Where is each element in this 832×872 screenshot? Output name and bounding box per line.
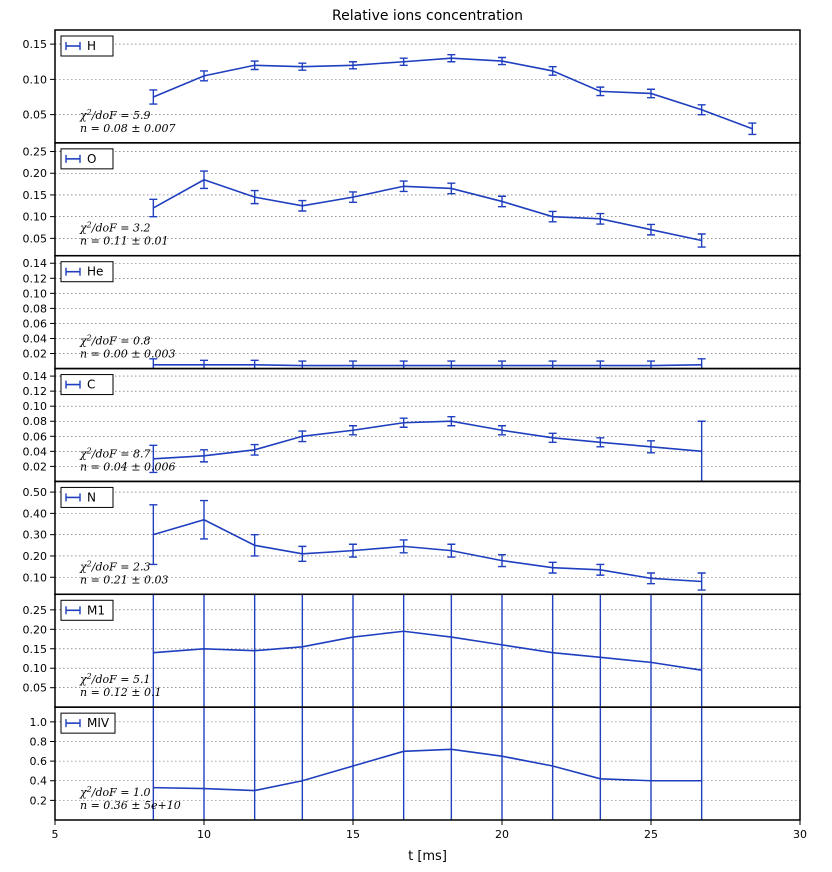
series-C (153, 421, 701, 459)
svg-text:0.04: 0.04 (23, 445, 48, 458)
svg-text:0.02: 0.02 (23, 460, 48, 473)
legend-MIV: MIV (61, 713, 115, 733)
legend-N: N (61, 487, 113, 507)
panel-H: 0.05 0.10 0.15 Hχ2/doF = 5.9n = 0.08 ± 0.00… (23, 30, 801, 143)
series-MIV (153, 749, 701, 790)
chi2-M1: χ2/doF = 5.1 (79, 672, 150, 686)
chi2-C: χ2/doF = 8.7 (79, 446, 150, 460)
series-N (153, 520, 701, 582)
nval-MIV: n = 0.36 ± 5e+10 (80, 799, 181, 812)
panel-O: 0.05 0.10 0.15 0.20 0.25 Oχ2/doF = 3.2n = 0.1… (23, 143, 801, 256)
ions-chart: Relative ions concentration 0.05 0.10 0.15 H… (0, 0, 832, 872)
nval-He: n = 0.00 ± 0.003 (80, 348, 176, 361)
legend-He: He (61, 262, 113, 282)
svg-text:0.12: 0.12 (23, 272, 48, 285)
svg-text:0.6: 0.6 (30, 755, 48, 768)
chi2-N: χ2/doF = 2.3 (79, 559, 150, 573)
x-axis-label: t [ms] (408, 849, 447, 864)
nval-O: n = 0.11 ± 0.01 (80, 235, 169, 248)
svg-text:0.10: 0.10 (23, 662, 48, 675)
svg-text:0.10: 0.10 (23, 400, 48, 413)
legend-M1: M1 (61, 600, 113, 620)
chart-title: Relative ions concentration (332, 8, 523, 24)
series-He (153, 365, 701, 366)
svg-text:H: H (87, 39, 96, 53)
svg-text:0.04: 0.04 (23, 332, 48, 345)
svg-text:0.10: 0.10 (23, 211, 48, 224)
svg-text:0.4: 0.4 (30, 775, 48, 788)
nval-C: n = 0.04 ± 0.006 (80, 460, 176, 473)
svg-text:0.2: 0.2 (30, 794, 48, 807)
svg-text:0.20: 0.20 (23, 167, 48, 180)
series-O (153, 180, 701, 241)
chi2-He: χ2/doF = 0.8 (79, 334, 150, 348)
svg-text:0.30: 0.30 (23, 529, 48, 542)
svg-text:0.05: 0.05 (23, 109, 48, 122)
svg-text:30: 30 (793, 828, 807, 841)
svg-text:0.10: 0.10 (23, 73, 48, 86)
svg-text:5: 5 (52, 828, 59, 841)
svg-text:1.0: 1.0 (30, 716, 48, 729)
series-H (153, 58, 752, 129)
panel-MIV: 0.2 0.4 0.6 0.8 1.0 MIV χ2/doF = 1.0n = 0.36 ±… (30, 455, 801, 872)
svg-text:He: He (87, 265, 103, 279)
svg-text:20: 20 (495, 828, 509, 841)
svg-text:0.15: 0.15 (23, 189, 48, 202)
svg-text:0.50: 0.50 (23, 486, 48, 499)
svg-text:0.10: 0.10 (23, 287, 48, 300)
svg-text:M1: M1 (87, 603, 105, 617)
svg-text:O: O (87, 152, 96, 166)
chi2-MIV: χ2/doF = 1.0 (79, 785, 150, 799)
svg-text:C: C (87, 378, 95, 392)
svg-text:0.14: 0.14 (23, 370, 48, 383)
svg-text:0.05: 0.05 (23, 232, 48, 245)
svg-text:0.25: 0.25 (23, 146, 48, 159)
svg-text:0.08: 0.08 (23, 415, 48, 428)
svg-text:0.25: 0.25 (23, 604, 48, 617)
svg-text:0.15: 0.15 (23, 643, 48, 656)
svg-text:0.06: 0.06 (23, 317, 48, 330)
svg-text:MIV: MIV (87, 716, 110, 730)
nval-N: n = 0.21 ± 0.03 (80, 573, 169, 586)
series-M1 (153, 631, 701, 670)
nval-H: n = 0.08 ± 0.007 (80, 122, 176, 135)
nval-M1: n = 0.12 ± 0.1 (80, 686, 162, 699)
svg-text:N: N (87, 490, 96, 504)
svg-text:15: 15 (346, 828, 360, 841)
svg-text:10: 10 (197, 828, 211, 841)
svg-text:0.15: 0.15 (23, 38, 48, 51)
svg-text:0.08: 0.08 (23, 302, 48, 315)
legend-C: C (61, 375, 113, 395)
svg-text:0.8: 0.8 (30, 735, 48, 748)
svg-text:0.14: 0.14 (23, 257, 48, 270)
chi2-O: χ2/doF = 3.2 (79, 221, 150, 235)
svg-text:25: 25 (644, 828, 658, 841)
panel-C: 0.02 0.04 0.06 0.08 0.10 0.12 0.14 Cχ2/doF = 8.… (23, 369, 801, 482)
svg-text:0.05: 0.05 (23, 682, 48, 695)
svg-text:0.20: 0.20 (23, 623, 48, 636)
svg-text:0.12: 0.12 (23, 385, 48, 398)
panel-N: 0.10 0.20 0.30 0.40 0.50 Nχ2/doF = 2.3n = 0.2… (23, 481, 801, 594)
chi2-H: χ2/doF = 5.9 (79, 108, 150, 122)
svg-text:0.10: 0.10 (23, 571, 48, 584)
svg-text:0.06: 0.06 (23, 430, 48, 443)
svg-text:0.20: 0.20 (23, 550, 48, 563)
legend-O: O (61, 149, 113, 169)
svg-text:0.40: 0.40 (23, 507, 48, 520)
panel-He: 0.02 0.04 0.06 0.08 0.10 0.12 0.14 He χ2/doF = 0… (23, 256, 801, 371)
svg-text:0.02: 0.02 (23, 348, 48, 361)
legend-H: H (61, 36, 113, 56)
